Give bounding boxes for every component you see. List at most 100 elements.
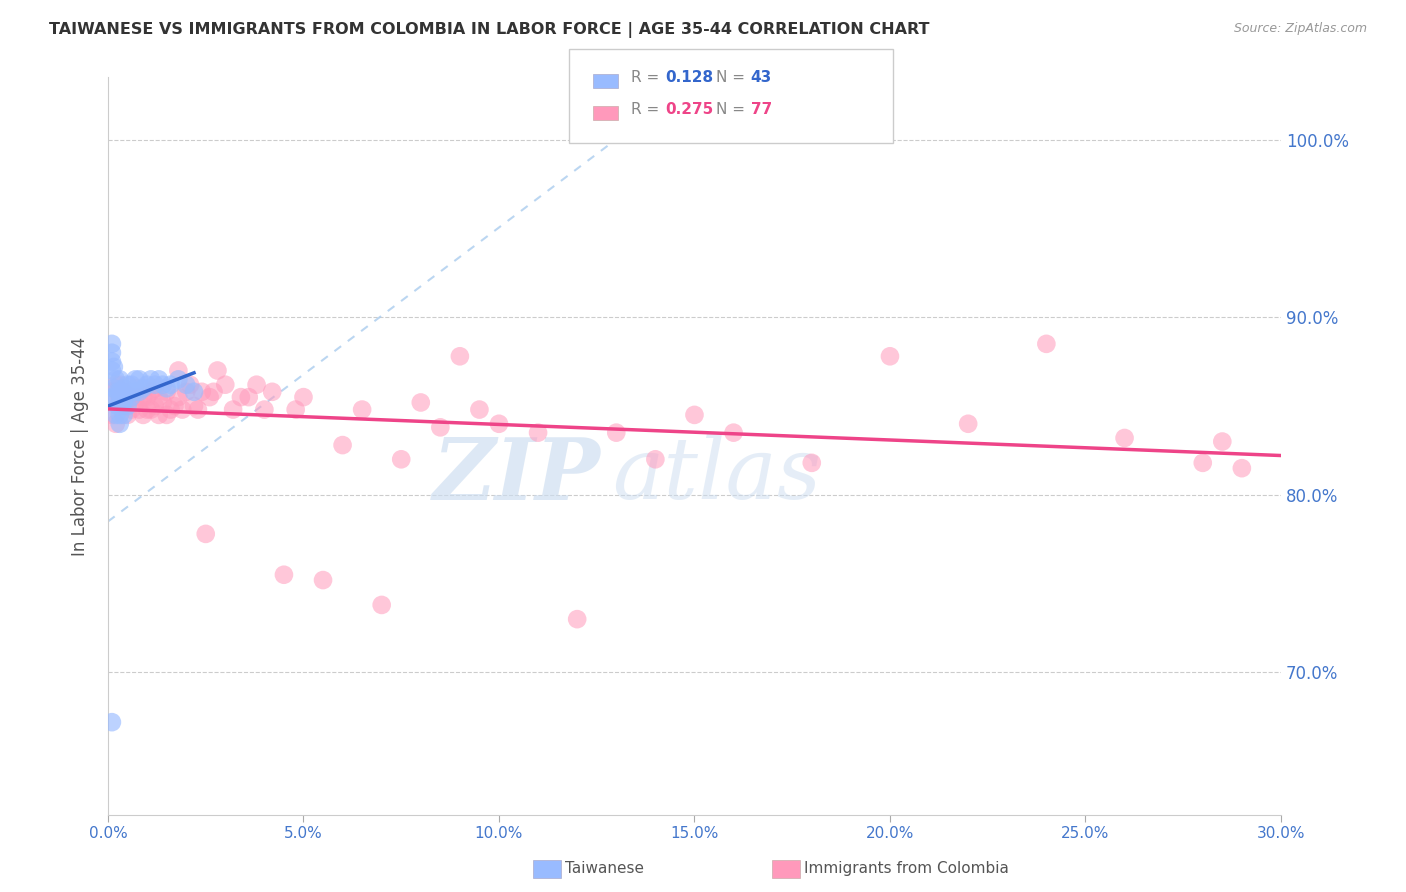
Point — [723, 425, 745, 440]
Point — [112, 408, 135, 422]
Text: ZIP: ZIP — [433, 434, 600, 517]
Point — [273, 567, 295, 582]
Point — [527, 425, 550, 440]
Point — [879, 349, 901, 363]
Point — [683, 408, 706, 422]
Point — [172, 402, 194, 417]
Point — [103, 381, 125, 395]
Point — [1191, 456, 1213, 470]
Point — [370, 598, 392, 612]
Point — [101, 715, 124, 730]
Point — [159, 377, 181, 392]
Point — [332, 438, 354, 452]
Text: 0.128: 0.128 — [665, 70, 713, 85]
Point — [111, 399, 134, 413]
Point — [179, 377, 201, 392]
Point — [120, 377, 142, 392]
Point — [174, 377, 197, 392]
Point — [101, 354, 124, 368]
Text: Immigrants from Colombia: Immigrants from Colombia — [804, 862, 1010, 876]
Point — [139, 402, 162, 417]
Point — [108, 417, 131, 431]
Point — [139, 372, 162, 386]
Point — [449, 349, 471, 363]
Point — [108, 408, 131, 422]
Point — [124, 395, 146, 409]
Point — [207, 363, 229, 377]
Point — [120, 402, 142, 417]
Point — [136, 377, 159, 392]
Point — [167, 372, 190, 386]
Point — [104, 417, 127, 431]
Point — [101, 408, 124, 422]
Point — [1114, 431, 1136, 445]
Point — [229, 390, 252, 404]
Point — [605, 425, 627, 440]
Point — [112, 399, 135, 413]
Text: Taiwanese: Taiwanese — [565, 862, 644, 876]
Point — [124, 384, 146, 399]
Point — [167, 363, 190, 377]
Point — [136, 390, 159, 404]
Point — [104, 377, 127, 392]
Text: R =: R = — [631, 70, 665, 85]
Text: N =: N = — [716, 70, 749, 85]
Point — [174, 384, 197, 399]
Point — [104, 390, 127, 404]
Point — [104, 372, 127, 386]
Point — [103, 359, 125, 374]
Point — [194, 527, 217, 541]
Text: R =: R = — [631, 103, 665, 117]
Y-axis label: In Labor Force | Age 35-44: In Labor Force | Age 35-44 — [72, 336, 89, 556]
Point — [198, 390, 221, 404]
Point — [488, 417, 510, 431]
Point — [253, 402, 276, 417]
Point — [132, 390, 155, 404]
Point — [124, 381, 146, 395]
Point — [183, 384, 205, 399]
Point — [292, 390, 315, 404]
Point — [156, 384, 179, 399]
Point — [202, 384, 225, 399]
Point — [187, 402, 209, 417]
Point — [101, 390, 124, 404]
Point — [262, 384, 284, 399]
Point — [107, 384, 129, 399]
Point — [132, 381, 155, 395]
Point — [1230, 461, 1253, 475]
Point — [222, 402, 245, 417]
Point — [143, 377, 166, 392]
Point — [1035, 336, 1057, 351]
Point — [214, 377, 236, 392]
Point — [644, 452, 666, 467]
Point — [957, 417, 980, 431]
Point — [120, 390, 142, 404]
Point — [312, 573, 335, 587]
Point — [183, 399, 205, 413]
Point — [128, 384, 150, 399]
Point — [143, 399, 166, 413]
Text: atlas: atlas — [613, 434, 821, 516]
Text: N =: N = — [716, 103, 749, 117]
Text: 77: 77 — [751, 103, 772, 117]
Point — [104, 408, 127, 422]
Point — [101, 345, 124, 359]
Point — [117, 408, 139, 422]
Text: TAIWANESE VS IMMIGRANTS FROM COLOMBIA IN LABOR FORCE | AGE 35-44 CORRELATION CHA: TAIWANESE VS IMMIGRANTS FROM COLOMBIA IN… — [49, 22, 929, 38]
Point — [112, 381, 135, 395]
Point — [101, 363, 124, 377]
Point — [143, 381, 166, 395]
Point — [159, 402, 181, 417]
Text: 0.275: 0.275 — [665, 103, 713, 117]
Point — [108, 384, 131, 399]
Point — [409, 395, 432, 409]
Point — [101, 336, 124, 351]
Point — [112, 384, 135, 399]
Point — [112, 395, 135, 409]
Point — [117, 390, 139, 404]
Point — [128, 372, 150, 386]
Point — [108, 372, 131, 386]
Point — [148, 390, 170, 404]
Point — [191, 384, 214, 399]
Point — [117, 399, 139, 413]
